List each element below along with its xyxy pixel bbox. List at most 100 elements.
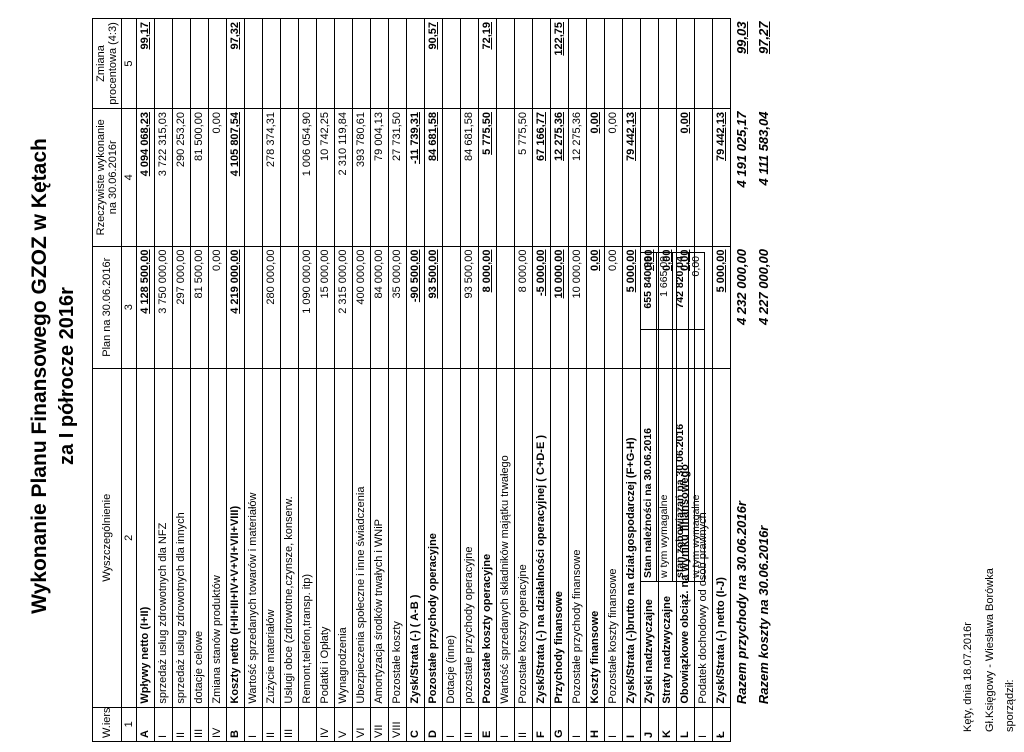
row-label: Zysk/Strata (-) netto (I-J)	[712, 368, 731, 708]
header-wyszczegolnienie: Wyszczególnienie	[92, 368, 122, 708]
header-row: W.iersz Wyszczególnienie Plan na 30.06.2…	[92, 18, 122, 742]
table-row: I Wartość sprzedanych składników majątku …	[496, 18, 515, 742]
row-label: Koszty netto (I+II+III+IV+V+VI+VII+VIII)	[226, 368, 245, 708]
row-wykonanie	[658, 108, 677, 247]
row-plan: 84 000,00	[370, 246, 389, 369]
table-row: II Zużycie materiałów 280 000,00 278 374,31	[262, 18, 281, 742]
table-row: V Wynagrodzenia 2 315 000,00 2 310 119,84	[334, 18, 353, 742]
row-plan: 8 000,00	[514, 246, 533, 369]
row-zmiana	[622, 18, 641, 109]
table-row: VI Ubezpieczenia społeczne i inne świadcz…	[352, 18, 371, 742]
row-label: Pozostałe koszty operacyjne	[514, 368, 533, 708]
row-zmiana: 122,75	[550, 18, 569, 109]
row-zmiana	[640, 18, 659, 109]
row-id: II	[460, 707, 479, 742]
table-row: II pozostałe przychody operacyjne 93 500,0…	[460, 18, 479, 742]
row-plan: 1 090 000,00	[298, 246, 317, 369]
row-wykonanie: 4 094 068,23	[136, 108, 155, 247]
table-row: III Usługi obce (zdrowotne,czynsze, konse…	[280, 18, 299, 742]
total-label: Razem przychody na 30.06.2016r	[734, 501, 749, 705]
row-label: Pozostałe koszty operacyjne	[478, 368, 497, 708]
table-row: E Pozostałe koszty operacyjne 8 000,00 5 77…	[478, 18, 497, 742]
row-id: I	[154, 707, 173, 742]
row-label: Wartość sprzedanych składników majątku t…	[496, 368, 515, 708]
row-plan	[244, 246, 263, 369]
accountant-signature: Gł.Księgowy - Wiesława Borówka	[984, 568, 996, 732]
row-id: I	[442, 707, 461, 742]
row-label: Wynagrodzenia	[334, 368, 353, 708]
row-id: Ł	[712, 707, 731, 742]
row-plan: 81 500,00	[190, 246, 209, 369]
row-id: J	[640, 707, 659, 742]
row-zmiana	[514, 18, 533, 109]
table-row: Remont,telefon,transp. itp) 1 090 000,00 1…	[298, 18, 317, 742]
row-zmiana	[334, 18, 353, 109]
row-id: I	[496, 707, 515, 742]
table-row: I Zysk/Strata (-)brutto na dział.gospodar…	[622, 18, 641, 742]
row-id: VIII	[388, 707, 407, 742]
row-label: Wpływy netto (I+II)	[136, 368, 155, 708]
row-id: L	[676, 707, 695, 742]
status-label: w tym wymagalne	[656, 329, 673, 582]
place-date: Kęty, dnia 18.07.2016r	[962, 622, 974, 732]
column-number: 4	[121, 108, 137, 247]
row-label: sprzedaż usług zdrowotnych dla innych	[172, 368, 191, 708]
row-wykonanie	[496, 108, 515, 247]
table-row: F Zysk/Strata (-) na działalności operacy…	[532, 18, 551, 742]
row-zmiana	[172, 18, 191, 109]
row-zmiana	[208, 18, 227, 109]
column-number: 1	[121, 707, 137, 742]
row-label: dotacje celowe	[190, 368, 209, 708]
row-zmiana	[388, 18, 407, 109]
row-wykonanie: 12 275,36	[568, 108, 587, 247]
total-label: Razem koszty na 30.06.2016r	[756, 525, 771, 705]
row-zmiana	[694, 18, 713, 109]
row-zmiana	[442, 18, 461, 109]
document-subtitle: za I półrocze 2016r	[56, 287, 78, 465]
row-zmiana	[370, 18, 389, 109]
row-zmiana	[586, 18, 605, 109]
row-id	[298, 707, 317, 742]
table-row: IV Podatki i Opłaty 15 000,00 10 742,25	[316, 18, 335, 742]
row-zmiana: 99,17	[136, 18, 155, 109]
row-zmiana	[676, 18, 695, 109]
row-wykonanie: 67 166,77	[532, 108, 551, 247]
row-label: Pozostałe koszty	[388, 368, 407, 708]
total-plan: 4 232 000,00	[734, 249, 749, 325]
row-zmiana	[316, 18, 335, 109]
row-plan: 10 000,00	[550, 246, 569, 369]
row-zmiana	[298, 18, 317, 109]
row-id: I	[604, 707, 623, 742]
row-label: Pozostałe koszty finansowe	[604, 368, 623, 708]
table-row: I Dotacje (inne)	[442, 18, 461, 742]
row-plan: 0,00	[208, 246, 227, 369]
row-zmiana	[190, 18, 209, 109]
total-plan: 4 227 000,00	[756, 249, 771, 325]
row-wykonanie: 10 742,25	[316, 108, 335, 247]
total-wykonanie: 4 191 025,17	[734, 111, 749, 188]
row-wykonanie: 79 442,13	[622, 108, 641, 247]
row-wykonanie: 81 500,00	[190, 108, 209, 247]
row-id: I	[694, 707, 713, 742]
status-label: Stan należności na 30.06.2016	[640, 329, 657, 582]
row-wykonanie: 0,00	[604, 108, 623, 247]
row-wykonanie	[640, 108, 659, 247]
row-id: K	[658, 707, 677, 742]
row-wykonanie: 84 681,58	[424, 108, 443, 247]
document-title: Wykonanie Planu Finansowego GZOZ w Kętac…	[28, 138, 51, 614]
row-zmiana: 97,32	[226, 18, 245, 109]
row-wykonanie: 290 253,20	[172, 108, 191, 247]
row-label: Zmiana stanów produktów	[208, 368, 227, 708]
row-wykonanie: 79 004,13	[370, 108, 389, 247]
row-plan: 4 128 500,00	[136, 246, 155, 369]
total-spacer	[753, 707, 775, 741]
row-zmiana	[568, 18, 587, 109]
status-table: Stan należności na 30.06.2016 655 840,99 w…	[640, 252, 705, 582]
status-label: stan zobowiązań na 30.06.2016	[672, 329, 689, 582]
status-row: Stan należności na 30.06.2016 655 840,99	[640, 252, 657, 582]
table-row: Ł Zysk/Strata (-) netto (I-J) 5 000,00 79 4…	[712, 18, 731, 742]
table-row: II Pozostałe koszty operacyjne 8 000,00 5 7…	[514, 18, 533, 742]
row-id: D	[424, 707, 443, 742]
row-label: Amortyzacja środków trwałych i WNiP	[370, 368, 389, 708]
